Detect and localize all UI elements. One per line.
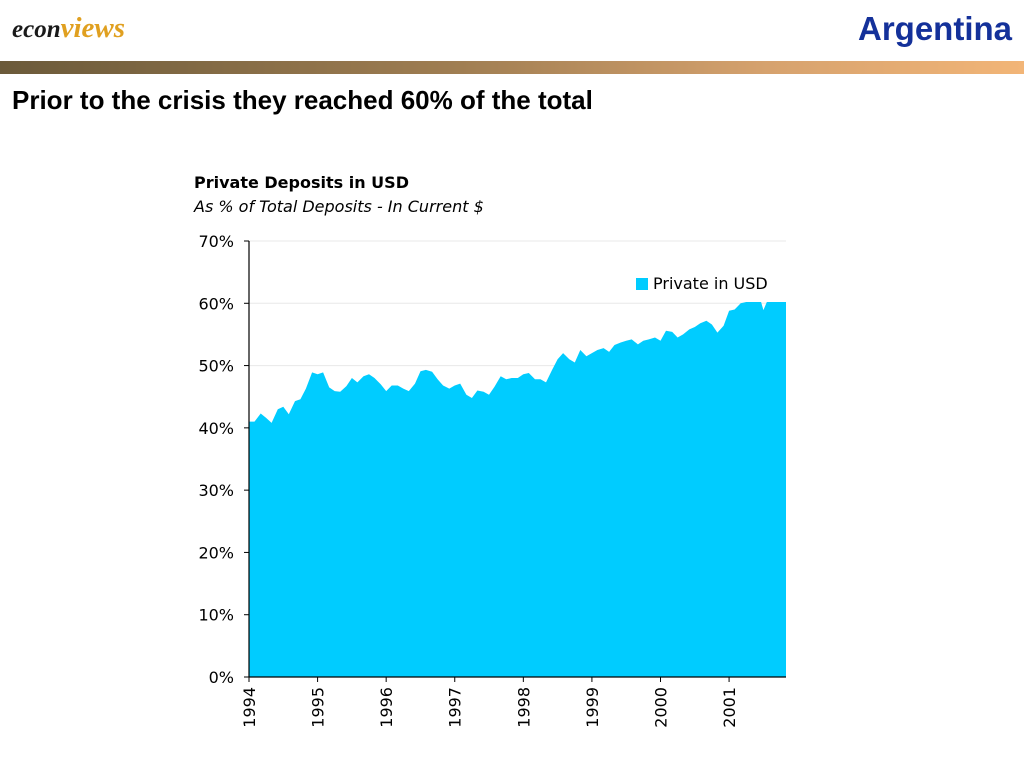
x-tick-label: 2001 (720, 687, 739, 728)
x-tick-label: 1997 (446, 687, 465, 728)
series-area-private-in-usd (249, 285, 786, 677)
y-tick-label: 60% (198, 294, 234, 313)
y-tick-label: 10% (198, 606, 234, 625)
x-tick-label: 2000 (651, 687, 670, 728)
x-tick-label: 1998 (514, 687, 533, 728)
x-tick-label: 1994 (240, 687, 259, 728)
y-tick-label: 50% (198, 357, 234, 376)
slide-headline: Prior to the crisis they reached 60% of … (12, 85, 593, 115)
chart-title: Private Deposits in USD (194, 173, 409, 192)
y-tick-label: 30% (198, 481, 234, 500)
logo-econ: econ (12, 16, 61, 43)
y-tick-label: 70% (198, 232, 234, 251)
x-tick-label: 1995 (309, 687, 328, 728)
logo-views: views (60, 12, 126, 44)
y-tick-label: 20% (198, 543, 234, 562)
x-tick-label: 1996 (377, 687, 396, 728)
header-divider-bar (0, 61, 1024, 74)
y-tick-label: 0% (209, 668, 234, 687)
x-tick-label: 1999 (583, 687, 602, 728)
econviews-logo: econviews (12, 14, 125, 43)
legend-swatch (636, 278, 648, 290)
legend-label: Private in USD (653, 274, 768, 293)
chart-subtitle: As % of Total Deposits - In Current $ (194, 197, 484, 216)
y-tick-label: 40% (198, 419, 234, 438)
country-title: Argentina (857, 10, 1012, 47)
